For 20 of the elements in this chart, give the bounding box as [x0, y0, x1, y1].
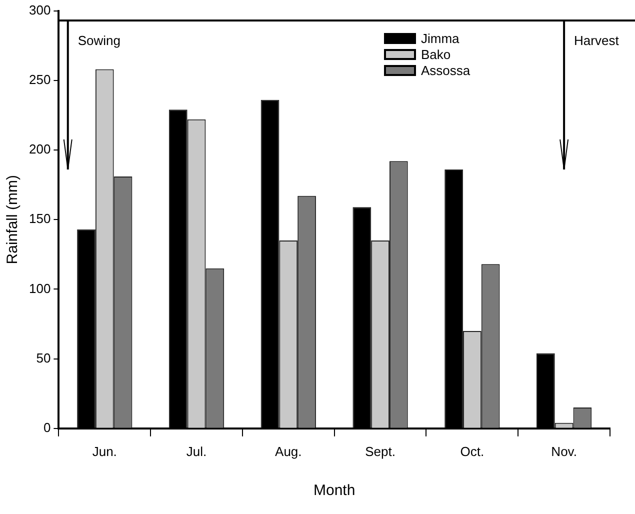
x-tick-label: Nov.	[551, 444, 577, 459]
x-axis-title: Month	[313, 482, 356, 500]
legend-label: Jimma	[421, 30, 460, 47]
y-tick-label: 150	[28, 211, 51, 226]
y-tick-label: 200	[28, 142, 51, 157]
x-tick-label: Aug.	[275, 444, 302, 459]
x-tick-label: Sept.	[365, 444, 396, 459]
y-tick-label: 300	[28, 2, 51, 18]
x-tick-label: Oct.	[460, 444, 484, 459]
y-tick-label: 0	[43, 420, 51, 435]
legend-label: Bako	[421, 46, 451, 63]
annotation: Harvest	[574, 32, 619, 48]
x-tick-label: Jul.	[186, 444, 207, 459]
y-tick-label: 100	[28, 280, 51, 296]
annotation: Sowing	[78, 32, 121, 48]
y-axis-title: Rainfall (mm)	[4, 175, 22, 264]
y-tick-label: 250	[28, 72, 51, 87]
legend-label: Assossa	[421, 62, 470, 79]
y-tick-label: 50	[36, 350, 51, 366]
x-tick-label: Jun.	[92, 444, 117, 459]
